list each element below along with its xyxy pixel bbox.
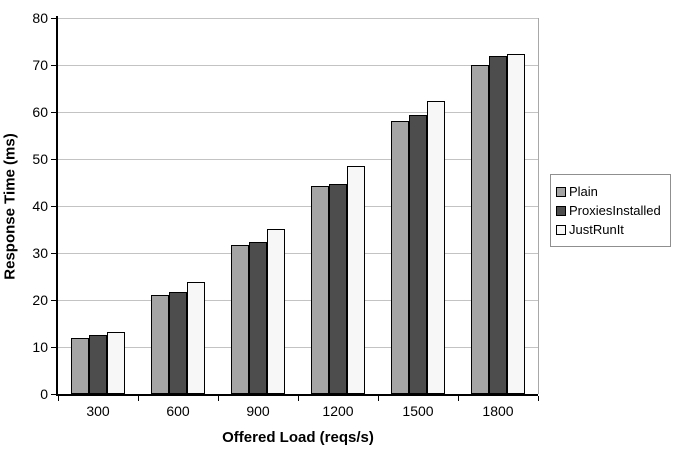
gridline-50 (58, 159, 538, 160)
gridline-20 (58, 300, 538, 301)
legend-label: Plain (569, 184, 598, 199)
y-tick-label-80: 80 (32, 10, 48, 26)
bar-plain-600 (151, 295, 169, 394)
gridline-30 (58, 253, 538, 254)
bar-proxiesinstalled-1500 (409, 115, 427, 394)
y-axis-line (56, 16, 58, 394)
legend-label: ProxiesInstalled (569, 203, 661, 218)
bar-proxiesinstalled-300 (89, 335, 107, 394)
x-axis-tick (298, 396, 299, 401)
bar-proxiesinstalled-1800 (489, 56, 507, 394)
bar-plain-300 (71, 338, 89, 394)
bar-plain-1200 (311, 186, 329, 394)
bar-proxiesinstalled-1200 (329, 184, 347, 394)
bar-plain-1800 (471, 65, 489, 394)
legend-swatch-proxiesinstalled (556, 205, 566, 216)
legend-item-proxiesinstalled: ProxiesInstalled (556, 201, 666, 220)
gridline-40 (58, 206, 538, 207)
x-category-label-1200: 1200 (322, 403, 354, 419)
bar-justrunit-1200 (347, 166, 365, 394)
y-tick-label-10: 10 (32, 339, 48, 355)
plot-area (58, 18, 539, 394)
bar-plain-900 (231, 245, 249, 394)
y-tick-label-0: 0 (40, 386, 48, 402)
bar-justrunit-900 (267, 229, 285, 394)
bar-plain-1500 (391, 121, 409, 394)
x-axis-tick (138, 396, 139, 401)
x-category-label-1800: 1800 (482, 403, 514, 419)
gridline-80 (58, 18, 538, 19)
x-category-label-1500: 1500 (402, 403, 434, 419)
gridline-10 (58, 347, 538, 348)
y-tick-label-60: 60 (32, 104, 48, 120)
x-axis-title: Offered Load (reqs/s) (222, 429, 374, 446)
legend-swatch-plain (556, 186, 566, 197)
legend-item-justrunit: JustRunIt (556, 220, 666, 239)
gridline-60 (58, 112, 538, 113)
legend-label: JustRunIt (569, 222, 624, 237)
x-axis-tick (378, 396, 379, 401)
bar-justrunit-1500 (427, 101, 445, 394)
y-axis-tick (51, 206, 56, 207)
y-tick-label-30: 30 (32, 245, 48, 261)
bar-proxiesinstalled-900 (249, 242, 267, 394)
y-tick-label-40: 40 (32, 198, 48, 214)
x-category-label-600: 600 (166, 403, 190, 419)
y-axis-tick (51, 300, 56, 301)
y-axis-tick (51, 159, 56, 160)
x-axis-tick (458, 396, 459, 401)
y-tick-label-50: 50 (32, 151, 48, 167)
legend-item-plain: Plain (556, 182, 666, 201)
y-tick-label-70: 70 (32, 57, 48, 73)
x-category-label-900: 900 (246, 403, 270, 419)
y-axis-tick (51, 253, 56, 254)
y-axis-tick (51, 347, 56, 348)
bar-proxiesinstalled-600 (169, 292, 187, 394)
y-tick-label-20: 20 (32, 292, 48, 308)
legend: Plain ProxiesInstalled JustRunIt (550, 174, 671, 247)
x-axis-tick (218, 396, 219, 401)
x-axis-tick (58, 396, 59, 401)
y-axis-tick (51, 65, 56, 66)
y-axis-tick (51, 112, 56, 113)
legend-swatch-justrunit (556, 224, 566, 235)
y-axis-tick (51, 18, 56, 19)
x-axis-tick (538, 396, 539, 401)
gridline-70 (58, 65, 538, 66)
x-axis-line (56, 394, 538, 396)
y-axis-tick (51, 394, 56, 395)
bar-justrunit-1800 (507, 54, 525, 394)
bar-justrunit-600 (187, 282, 205, 394)
bar-justrunit-300 (107, 332, 125, 394)
x-category-label-300: 300 (86, 403, 110, 419)
